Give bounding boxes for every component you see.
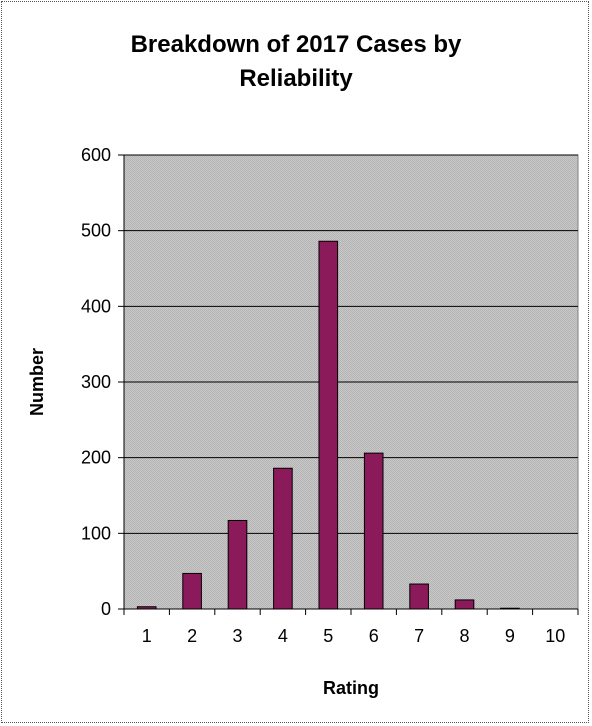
x-tick-label: 5	[323, 626, 333, 646]
bar-rating-7	[409, 583, 429, 610]
x-tick-label: 2	[187, 626, 197, 646]
x-tick-label: 4	[278, 626, 288, 646]
y-axis-ticks: 0 100 200 300 400 500 600	[81, 145, 124, 619]
gridlines	[124, 154, 578, 534]
bar-rating-4	[273, 467, 293, 610]
bar-rating-8	[454, 599, 475, 610]
y-tick-label: 500	[81, 221, 111, 241]
x-tick-label: 9	[505, 626, 515, 646]
x-tick-label: 8	[459, 626, 469, 646]
x-tick-label: 6	[369, 626, 379, 646]
y-tick-label: 300	[81, 372, 111, 392]
bar-rating-6	[363, 452, 384, 610]
bar-rating-3	[227, 519, 248, 610]
bar-rating-5	[318, 240, 339, 610]
bar-rating-2	[182, 572, 202, 610]
x-tick-label: 3	[232, 626, 242, 646]
y-tick-label: 100	[81, 523, 111, 543]
chart-title-line-2: Reliability	[239, 65, 353, 92]
y-tick-label: 200	[81, 448, 111, 468]
y-axis-title: Number	[27, 348, 47, 416]
y-tick-label: 400	[81, 296, 111, 316]
x-axis-ticks: 1 2 3 4 5 6 7 8 9 10	[123, 609, 579, 646]
y-tick-label: 600	[81, 145, 111, 165]
x-tick-label: 10	[545, 626, 565, 646]
y-tick-label: 0	[101, 599, 111, 619]
x-axis-title: Rating	[323, 678, 379, 698]
x-tick-label: 7	[414, 626, 424, 646]
bars	[136, 240, 520, 610]
chart-title-line-1: Breakdown of 2017 Cases by	[131, 31, 462, 58]
x-tick-label: 1	[142, 626, 152, 646]
